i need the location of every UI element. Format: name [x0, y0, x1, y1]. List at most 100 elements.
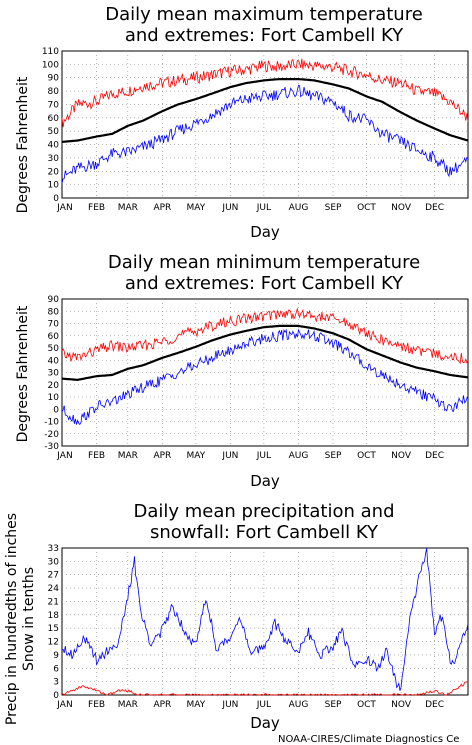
y-tick-label: 20: [48, 167, 60, 177]
y-tick-label: 12: [48, 638, 59, 648]
x-tick-label: APR: [153, 203, 171, 213]
series-line-black: [61, 324, 469, 382]
x-tick-label: DEC: [425, 203, 444, 213]
x-tick-label: DEC: [425, 451, 444, 461]
y-tick-label: 27: [48, 571, 59, 581]
y-tick-label: 40: [48, 141, 60, 151]
x-tick-label: FEB: [88, 451, 105, 461]
y-tick-label: -20: [44, 430, 59, 440]
x-tick-label: MAR: [118, 203, 138, 213]
y-tick-label: 18: [48, 611, 60, 621]
x-tick-label: OCT: [357, 451, 376, 461]
x-tick-label: SEP: [325, 203, 342, 213]
x-tick-label: OCT: [357, 203, 376, 213]
x-tick-label: SEP: [325, 451, 342, 461]
x-tick-label: MAY: [186, 451, 205, 461]
plot-frame: [61, 547, 469, 696]
x-tick-label: APR: [153, 700, 171, 710]
x-tick-label: JUN: [221, 451, 238, 461]
y-axis-label: Degrees Fahrenheit: [15, 305, 31, 442]
x-tick-label: AUG: [289, 451, 309, 461]
y-tick-label: 60: [48, 114, 60, 124]
x-tick-label: NOV: [391, 700, 412, 710]
series-line-blue: [61, 547, 469, 691]
series-line-blue: [61, 328, 469, 426]
y-tick-label: 80: [48, 87, 60, 97]
x-tick-label: JAN: [56, 203, 72, 213]
x-tick-label: SEP: [325, 700, 342, 710]
chart-max-temperature: Daily mean maximum temperature and extre…: [15, 4, 469, 241]
series-line-red: [61, 681, 469, 696]
y-tick-label: 110: [42, 47, 59, 57]
x-tick-label: JAN: [56, 700, 72, 710]
x-tick-label: MAY: [186, 203, 205, 213]
credit-text: NOAA-CIRES/Climate Diagnostics Ce: [278, 734, 459, 745]
x-tick-label: JAN: [56, 451, 72, 461]
y-tick-label: -30: [44, 442, 59, 452]
x-axis-label: Day: [250, 472, 280, 490]
x-tick-label: MAY: [186, 700, 205, 710]
x-tick-label: JUL: [256, 203, 271, 213]
chart-title-line-1: Daily mean maximum temperature: [105, 4, 423, 25]
y-tick-label: 70: [48, 100, 60, 110]
chart-min-temperature: Daily mean minimum temperature and extre…: [15, 252, 469, 490]
y-tick-label: 3: [53, 678, 59, 688]
y-tick-label: 0: [53, 194, 59, 204]
x-tick-label: FEB: [88, 203, 105, 213]
chart-precipitation: Daily mean precipitation and snowfall: F…: [4, 501, 469, 732]
x-tick-label: JUL: [256, 451, 271, 461]
x-tick-label: NOV: [391, 203, 412, 213]
y-tick-label: 100: [42, 60, 59, 70]
y-tick-label: 21: [48, 597, 59, 607]
y-tick-label: 33: [48, 544, 59, 554]
x-axis-label: Day: [250, 714, 280, 732]
y-tick-label: 0: [53, 405, 59, 415]
x-tick-label: OCT: [357, 700, 376, 710]
y-tick-label: 90: [48, 295, 60, 305]
y-tick-label: 24: [48, 584, 60, 594]
x-tick-label: MAR: [118, 451, 138, 461]
x-tick-label: DEC: [425, 700, 444, 710]
y-axis-label-line-2: Snow in tenths: [21, 567, 37, 671]
chart-title-line-1: Daily mean minimum temperature: [108, 252, 420, 273]
y-tick-label: 30: [48, 154, 60, 164]
y-tick-label: 80: [48, 307, 60, 317]
y-tick-label: 10: [48, 393, 60, 403]
x-axis-label: Day: [250, 223, 280, 241]
y-tick-label: 30: [48, 369, 60, 379]
y-tick-label: 50: [48, 127, 60, 137]
y-tick-label: 9: [53, 651, 59, 661]
x-tick-label: APR: [153, 451, 171, 461]
x-tick-label: AUG: [289, 700, 309, 710]
series-line-red: [61, 58, 469, 128]
y-tick-label: 90: [48, 74, 60, 84]
series-line-blue: [61, 84, 469, 184]
y-tick-label: 20: [48, 381, 60, 391]
y-tick-label: 40: [48, 356, 60, 366]
series-line-red: [61, 307, 469, 365]
chart-title-line-1: Daily mean precipitation and: [133, 501, 394, 522]
series-line-black: [61, 77, 469, 143]
y-tick-label: 10: [48, 181, 60, 191]
y-tick-label: 30: [48, 557, 60, 567]
y-axis-label-line-1: Precip in hundredths of inches: [4, 513, 20, 725]
x-tick-label: JUN: [221, 203, 238, 213]
chart-title-line-2: and extremes: Fort Cambell KY: [125, 273, 404, 294]
chart-title-line-2: snowfall: Fort Cambell KY: [150, 522, 379, 543]
y-tick-label: 70: [48, 320, 60, 330]
y-tick-label: 50: [48, 344, 60, 354]
x-tick-label: JUL: [256, 700, 271, 710]
plot-frame: [61, 50, 469, 199]
y-tick-label: 60: [48, 332, 60, 342]
x-tick-label: FEB: [88, 700, 105, 710]
x-tick-label: MAR: [118, 700, 138, 710]
y-tick-label: -10: [44, 418, 59, 428]
y-tick-label: 6: [53, 664, 59, 674]
x-tick-label: AUG: [289, 203, 309, 213]
x-tick-label: NOV: [391, 451, 412, 461]
y-tick-label: 0: [53, 691, 59, 701]
y-axis-label: Degrees Fahrenheit: [15, 76, 31, 213]
chart-title-line-2: and extremes: Fort Cambell KY: [125, 25, 404, 46]
x-tick-label: JUN: [221, 700, 238, 710]
